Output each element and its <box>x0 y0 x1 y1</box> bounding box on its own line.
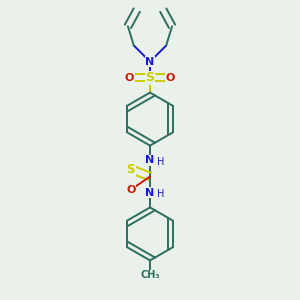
Text: CH₃: CH₃ <box>140 270 160 280</box>
Text: S: S <box>146 71 154 84</box>
Text: H: H <box>158 157 165 167</box>
Text: N: N <box>146 188 154 198</box>
Text: O: O <box>126 185 136 195</box>
Text: S: S <box>127 163 135 176</box>
Text: N: N <box>146 155 154 165</box>
Text: H: H <box>158 189 165 199</box>
Text: N: N <box>146 57 154 67</box>
Text: O: O <box>125 73 134 83</box>
Text: O: O <box>166 73 175 83</box>
